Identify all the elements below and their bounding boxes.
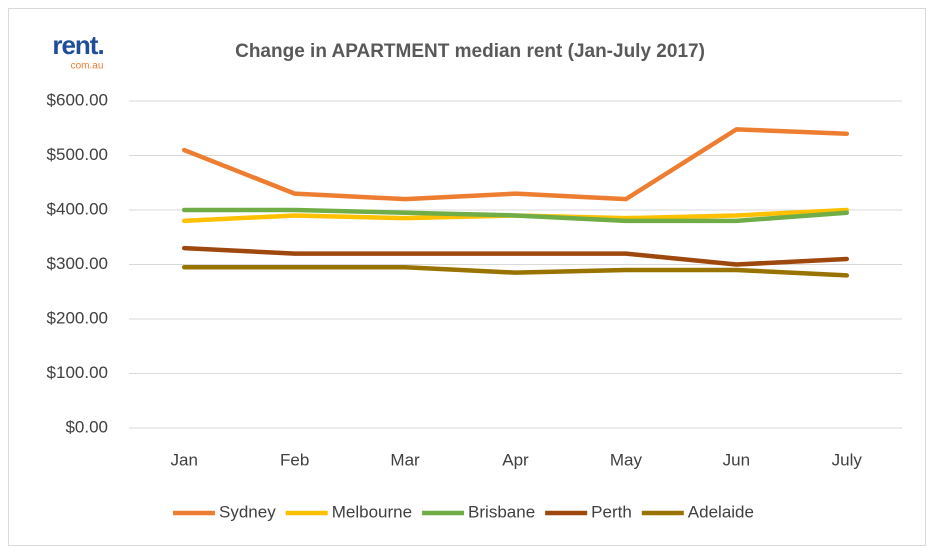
- y-tick-label: $200.00: [47, 308, 108, 327]
- series-line: [181, 207, 850, 224]
- y-tick-label: $500.00: [47, 145, 108, 164]
- chart-frame: [8, 8, 926, 546]
- series-line: [181, 127, 850, 202]
- y-tick-label: $300.00: [47, 254, 108, 273]
- legend-label: Melbourne: [332, 502, 412, 521]
- chart-title: Change in APARTMENT median rent (Jan-Jul…: [235, 41, 705, 62]
- x-tick-label: July: [832, 450, 863, 469]
- y-tick-label: $0.00: [65, 417, 108, 436]
- x-tick-label: Apr: [502, 450, 529, 469]
- x-tick-label: Feb: [280, 450, 309, 469]
- x-tick-label: Jan: [171, 450, 198, 469]
- y-tick-label: $100.00: [47, 363, 108, 382]
- legend-label: Perth: [591, 502, 632, 521]
- legend-label: Sydney: [219, 502, 276, 521]
- x-tick-label: Jun: [723, 450, 750, 469]
- logo-name: rent.: [52, 30, 103, 60]
- legend-label: Brisbane: [468, 502, 535, 521]
- series-line: [181, 245, 850, 267]
- logo-sub: com.au: [71, 61, 104, 72]
- y-tick-label: $600.00: [47, 90, 108, 109]
- x-tick-label: May: [610, 450, 643, 469]
- x-tick-label: Mar: [390, 450, 420, 469]
- legend-label: Adelaide: [688, 502, 754, 521]
- y-tick-label: $400.00: [47, 199, 108, 218]
- series-line: [181, 264, 850, 278]
